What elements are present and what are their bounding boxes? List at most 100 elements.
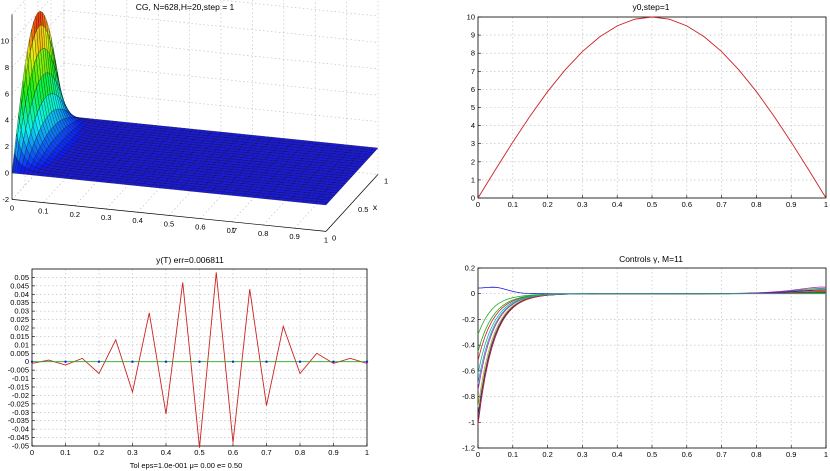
yT-xtick-label: 0.1 [60,448,70,457]
surface-sidewall-hgrid [11,0,50,42]
surface-t-tick-label: 0.4 [132,216,142,225]
surface-sidewall-hgrid [11,36,65,95]
ctrl-ytick-label: -0.2 [462,315,475,324]
surface-t-tick-label: 0.7 [227,226,237,235]
ctrl-series-line [477,292,827,352]
yT-plot: y(T) err=0.006811 0 0.1 0.2 0.3 0.4 0.5 0.6 0.7… [8,255,369,470]
yT-xtick-label: 0.3 [127,448,137,457]
surface-ylabel: x [373,202,378,212]
y0-xtick-label: 0.5 [647,200,657,209]
ctrl-xtick-label: 0.6 [682,450,692,459]
yT-series-line [31,272,368,448]
yT-ytick-label: 0.02 [14,324,29,333]
yT-xtick-label: 0.7 [261,448,271,457]
surface-t-tick-label: 0.9 [289,232,299,241]
ctrl-xtick-label: 0.1 [508,450,518,459]
surface-z-tick-label: 0 [5,169,9,178]
surface-sidewall-hgrid [11,0,26,15]
surface-z-tick-label: 6 [5,89,9,98]
ctrl-series-line [477,286,827,391]
surface-z-tick-label: -2 [2,195,9,204]
surface-z-tick-label: 4 [5,116,9,125]
y0-xtick-label: 1 [824,200,828,209]
surface-x-axis [325,174,379,232]
y0-ytick-label: 2 [471,157,475,166]
ctrl-ytick-label: 0 [471,289,475,298]
yT-marker-point [365,360,369,363]
ctrl-ytick-label: -0.6 [462,366,475,375]
ctrl-xtick-label: 0.7 [716,450,726,459]
surface-t-tick-label: 0.8 [258,229,268,238]
y0-xtick-label: 0 [476,200,480,209]
ctrl-xtick-label: 0.2 [542,450,552,459]
yT-xlabel: Tol eps=1.0e-001 μ= 0.00 e= 0.50 [130,461,243,470]
yT-marker-point [30,360,34,363]
ctrl-series-line [477,293,826,384]
surface-t-tick-label: 0.1 [38,207,48,216]
surface-mesh [11,11,379,206]
y0-plot: y0,step=1 0 0.1 0.2 0.3 0.4 0.5 0.6 0.7 0.8 0.9 10… [467,2,828,209]
y0-title: y0,step=1 [632,2,669,12]
surface-t-tick-label: 0.3 [101,213,111,222]
yT-xtick-label: 0 [30,448,34,457]
yT-xtick-label: 0.8 [295,448,305,457]
ctrl-xtick-label: 0.9 [786,450,796,459]
surface-backwall-hgrid [63,62,379,96]
yT-ytick-label: 0 [25,357,29,366]
surface-x-tick-label: 0.5 [358,205,368,214]
yT-ytick-label: 0.015 [10,332,29,341]
yT-ytick-label: -0.045 [8,433,29,442]
yT-ytick-label: 0.03 [14,307,29,316]
yT-ytick-label: -0.03 [12,408,29,417]
y0-xtick-label: 0.7 [716,200,726,209]
yT-marker-point [97,360,101,363]
yT-marker-point [131,360,134,363]
ctrl-xtick-label: 0.3 [577,450,587,459]
y0-ytick-label: 8 [471,49,475,58]
y0-ytick-label: 6 [471,85,475,94]
surface-t-axis [11,199,327,232]
yT-xtick-label: 0.6 [228,448,238,457]
surface-xlabel: t [232,225,235,235]
ctrl-xtick-label: 0.5 [647,450,657,459]
yT-ytick-label: -0.05 [12,442,29,451]
ctrl-xtick-label: 0 [476,450,480,459]
y0-xtick-label: 0.9 [786,200,796,209]
controls-axes: 0 0.1 0.2 0.3 0.4 0.5 0.6 0.7 0.8 0.9 1 -1.2 -1 -0.8 -… [462,264,828,460]
yT-marker-point [265,360,268,363]
ctrl-xtick-label: 0.8 [751,450,761,459]
surface-sidewall-hgrid [11,10,65,68]
controls-plot: Controls γ, M=11 0 0.1 0.2 0.3 0.4 0.5 0.6 0.7 0… [462,254,828,459]
surface-t-tick-label: 0.5 [164,219,174,228]
yT-ytick-label: -0.015 [8,383,29,392]
yT-xtick-label: 0.9 [328,448,338,457]
yT-marker-point [164,360,168,363]
yT-ytick-label: 0.025 [10,315,29,324]
yT-ytick-label: -0.035 [8,416,29,425]
yT-ytick-label: 0.045 [10,281,29,290]
yT-xtick-label: 0.2 [94,448,104,457]
ctrl-xtick-label: 1 [824,450,828,459]
ctrl-ytick-label: -0.4 [462,341,475,350]
y0-ytick-label: 7 [471,67,475,76]
yT-ytick-label: -0.04 [12,425,29,434]
y0-ytick-label: 4 [471,121,475,130]
yT-xtick-label: 1 [365,448,369,457]
yT-marker-point [298,360,302,363]
yT-ytick-label: 0.005 [10,349,29,358]
yT-ytick-label: 0.05 [14,273,29,282]
yT-ytick-label: 0.04 [14,290,29,299]
yT-ytick-label: -0.02 [12,391,29,400]
y0-xtick-label: 0.1 [508,200,518,209]
ctrl-ytick-label: -1.2 [462,444,475,453]
surface-mesh-cell [11,152,16,174]
y0-xtick-label: 0.2 [542,200,552,209]
surface-backwall-hgrid [63,36,379,70]
yT-marker-point [332,360,335,363]
yT-marker-point [231,360,235,363]
surface-t-tick-label: 1 [324,235,328,244]
ctrl-ytick-label: -0.8 [462,392,475,401]
yT-ytick-label: -0.01 [12,374,29,383]
yT-ytick-label: -0.025 [8,399,29,408]
